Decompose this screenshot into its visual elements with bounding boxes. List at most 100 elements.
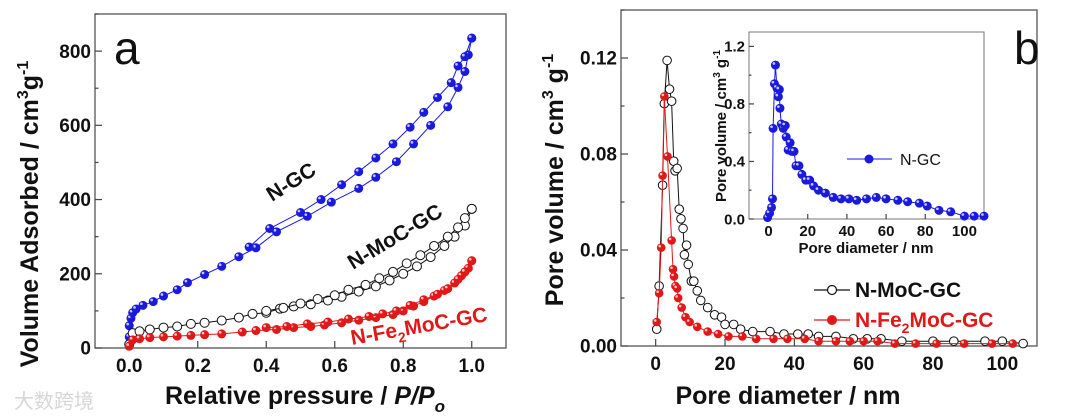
data-point-n-gc-adsorption: [409, 139, 419, 149]
data-point-n-gc: [775, 103, 785, 113]
data-point-highlight: [410, 140, 414, 144]
data-point-n-fe2moc-gc: [911, 339, 920, 348]
data-point-highlight: [664, 153, 668, 157]
data-point-n-moc-gc: [720, 319, 730, 330]
data-point-n-fe2moc-gc: [669, 272, 679, 281]
data-point-n-fe2moc-gc-desorption: [302, 319, 312, 329]
y-label-a-sup2: -1: [15, 61, 32, 75]
data-point-n-fe2moc-gc: [668, 264, 678, 274]
data-point-n-moc-gc: [692, 286, 703, 296]
y-tick-label: 0: [80, 339, 91, 360]
data-point-n-gc-adsorption: [391, 157, 401, 167]
data-point-n-gc-adsorption: [172, 285, 182, 295]
data-point-n-moc-gc-desorption: [295, 298, 306, 309]
data-point-n-fe2moc-gc-desorption: [323, 317, 333, 327]
x-label-a-italic: P/P: [394, 382, 435, 410]
data-point-highlight: [129, 309, 133, 313]
data-point-highlight: [802, 177, 806, 180]
data-point-n-moc-gc: [672, 163, 682, 174]
data-point-n-gc-adsorption: [138, 300, 148, 310]
data-point-n-gc: [785, 138, 795, 148]
data-point-highlight: [174, 333, 177, 336]
y-label-a-sup1: 3: [15, 90, 32, 99]
data-point-n-fe2moc-gc-adsorption: [145, 333, 155, 343]
data-point-n-fe2moc-gc: [831, 336, 841, 346]
data-point-highlight: [458, 272, 462, 276]
data-point-highlight: [771, 80, 775, 84]
data-point-n-fe2moc-gc: [987, 339, 997, 348]
data-point-highlight: [668, 237, 672, 241]
data-point-highlight: [892, 340, 895, 344]
legend-marker-ngc: [864, 154, 874, 164]
data-point-n-fe2moc-gc: [677, 303, 686, 312]
data-point-n-gc-desorption: [316, 195, 326, 205]
data-point-n-fe2moc-gc: [769, 334, 778, 344]
data-point-n-fe2moc-gc: [667, 236, 676, 245]
data-point-n-fe2moc-gc: [845, 336, 855, 346]
data-point-n-fe2moc-gc: [932, 339, 941, 348]
y-tick-label: 1.2: [724, 39, 745, 56]
panel-label-a: a: [114, 22, 140, 74]
data-point-n-gc: [780, 121, 790, 130]
data-point-n-fe2moc-gc: [672, 284, 682, 293]
data-point-n-gc-desorption: [388, 139, 398, 149]
data-point-highlight: [253, 327, 256, 331]
x-tick-label: 1.0: [459, 356, 485, 377]
data-point-n-gc-desorption: [354, 167, 364, 177]
data-point-n-gc-desorption: [244, 242, 254, 252]
data-point-n-gc: [789, 146, 799, 156]
data-point-highlight: [461, 268, 465, 272]
data-point-n-gc-desorption: [405, 122, 415, 132]
data-point-highlight: [304, 320, 308, 324]
data-point-highlight: [444, 103, 448, 107]
data-point-highlight: [947, 208, 951, 212]
data-point-highlight: [766, 210, 770, 214]
data-point-highlight: [451, 280, 455, 283]
data-point-highlight: [769, 195, 773, 199]
data-point-highlight: [407, 124, 410, 127]
data-point-highlight: [782, 122, 786, 126]
data-point-n-fe2moc-gc-adsorption: [186, 330, 196, 340]
legend-marker-nfe2moc: [827, 315, 837, 325]
data-point-highlight: [778, 121, 782, 124]
x-tick-label: 0.2: [185, 356, 211, 377]
data-point-highlight: [372, 155, 376, 158]
x-tick-label: 0.0: [116, 356, 142, 377]
y-tick-label: 0.8: [724, 96, 745, 113]
data-point-n-fe2moc-gc-desorption: [405, 300, 415, 310]
y-label-a-mid: g: [16, 75, 44, 90]
data-point-n-moc-gc-desorption: [374, 273, 385, 284]
data-point-highlight: [810, 182, 814, 186]
data-point-highlight: [768, 204, 772, 208]
data-point-highlight: [694, 324, 698, 327]
data-point-highlight: [444, 285, 448, 289]
legend-b: N-MoC-GC N-Fe2MoC-GC: [814, 279, 993, 336]
data-point-n-gc: [922, 201, 932, 211]
y-tick-label: 400: [59, 190, 91, 211]
x-tick-label: 20: [714, 354, 735, 375]
data-point-highlight: [822, 190, 826, 193]
data-point-highlight: [133, 306, 136, 309]
data-point-highlight: [894, 197, 898, 201]
data-point-n-moc-gc-desorption: [429, 240, 440, 251]
panel-label-b-visible: b: [1014, 22, 1040, 74]
data-point-highlight: [933, 340, 937, 344]
data-point-n-moc-gc: [681, 240, 692, 250]
data-point-n-gc-desorption: [433, 93, 442, 102]
data-point-n-fe2moc-gc: [663, 152, 672, 161]
data-point-n-moc-gc: [679, 250, 690, 260]
data-point-highlight: [971, 213, 974, 216]
y-label-i-mid: g: [713, 59, 730, 72]
legend-label-nfe2moc: N-Fe2MoC-GC: [855, 309, 993, 336]
data-point-highlight: [129, 336, 133, 340]
series-a: [124, 33, 477, 351]
data-point-n-fe2moc-gc: [814, 336, 823, 346]
data-point-n-gc: [871, 192, 881, 202]
data-point-n-moc-gc-adsorption: [305, 299, 316, 310]
y-tick-label: 0.4: [724, 154, 746, 171]
data-point-highlight: [784, 336, 788, 339]
data-point-highlight: [776, 86, 780, 90]
annotation-nfe2moc: N-Fe2MoC-GC: [349, 303, 490, 354]
